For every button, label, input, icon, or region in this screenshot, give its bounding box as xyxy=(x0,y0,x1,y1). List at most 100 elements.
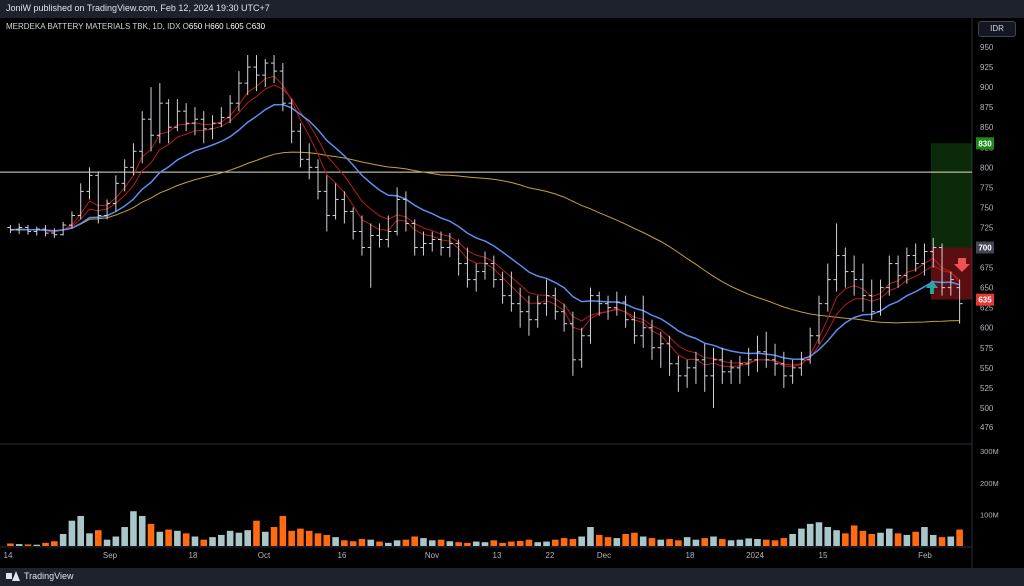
ohlc-bar xyxy=(877,279,884,316)
volume-bar xyxy=(710,536,717,546)
volume-bar xyxy=(261,531,269,546)
volume-bar xyxy=(938,537,946,546)
volume-bar xyxy=(323,534,331,546)
volume-bar xyxy=(525,539,533,546)
currency-button[interactable]: IDR xyxy=(978,21,1016,37)
ohlc-bar xyxy=(763,331,770,368)
volume-bar xyxy=(745,538,752,546)
time-tick-label: 14 xyxy=(4,551,13,560)
volume-bar xyxy=(191,536,199,546)
price-tick-label: 600 xyxy=(980,324,994,333)
ma-blue-line xyxy=(10,103,960,360)
ohlc-bar xyxy=(60,221,67,236)
volume-bar xyxy=(490,540,498,546)
volume-bars xyxy=(7,511,963,546)
ohlc-bar xyxy=(525,295,533,336)
entry-price-badge: 700 xyxy=(978,244,992,253)
ohlc-bar xyxy=(446,233,453,258)
ohlc-bar xyxy=(517,287,524,328)
ohlc-bar xyxy=(174,99,181,132)
time-tick-label: Dec xyxy=(597,551,611,560)
volume-bar xyxy=(859,530,867,546)
volume-bar xyxy=(253,520,260,546)
high-label: H xyxy=(204,22,211,31)
volume-bar xyxy=(428,540,436,546)
open-value: 650 xyxy=(188,22,203,31)
ohlc-bar xyxy=(420,231,427,256)
price-tick-label: 925 xyxy=(980,63,994,72)
close-label: C xyxy=(245,22,252,31)
ohlc-bar xyxy=(481,251,489,280)
ohlc-bars xyxy=(7,55,963,408)
ohlc-bar xyxy=(209,115,216,140)
chart-frame[interactable] xyxy=(0,18,1024,568)
ohlc-bar xyxy=(244,55,251,96)
ohlc-bar xyxy=(780,351,787,388)
symbol-name: MERDEKA BATTERY MATERIALS TBK, 1D, IDX xyxy=(6,22,181,31)
ema-slow-line xyxy=(10,84,960,366)
volume-bar xyxy=(42,542,49,546)
target-price-badge-bg xyxy=(976,137,994,150)
ohlc-bar xyxy=(604,295,612,320)
ohlc-bar xyxy=(165,99,172,144)
volume-bar xyxy=(297,528,304,546)
ohlc-bar xyxy=(807,327,814,364)
price-tick-label: 625 xyxy=(980,304,994,313)
volume-bar xyxy=(200,539,208,546)
symbol-legend[interactable]: MERDEKA BATTERY MATERIALS TBK, 1D, IDX O… xyxy=(6,22,265,31)
ohlc-bar xyxy=(613,291,620,316)
volume-bar xyxy=(499,542,506,546)
volume-bar xyxy=(683,537,691,546)
volume-bar xyxy=(235,532,243,546)
footer-bar: TradingView xyxy=(0,568,1024,586)
price-tick-label: 500 xyxy=(980,404,994,413)
ohlc-bar xyxy=(728,359,735,384)
ohlc-bar xyxy=(156,83,163,144)
price-tick-label: 750 xyxy=(980,203,994,212)
volume-bar xyxy=(437,539,445,546)
price-tick-label: 650 xyxy=(980,284,994,293)
ohlc-bar xyxy=(815,295,823,344)
volume-bar xyxy=(165,529,172,546)
ema-fast-line xyxy=(10,75,960,368)
volume-bar xyxy=(762,539,770,546)
ohlc-bar xyxy=(895,255,902,288)
volume-bar xyxy=(156,531,164,546)
volume-axis: 300M 200M 100M xyxy=(980,447,999,519)
volume-bar xyxy=(376,541,383,546)
ohlc-bar xyxy=(139,111,146,164)
volume-bar xyxy=(393,540,401,546)
volume-bar xyxy=(472,541,480,546)
ohlc-bar xyxy=(675,355,682,392)
volume-bar xyxy=(367,539,375,546)
ohlc-bar xyxy=(947,271,954,296)
time-tick-label: 15 xyxy=(819,551,828,560)
tradingview-logo[interactable]: TradingView xyxy=(6,571,74,581)
ohlc-bar xyxy=(701,343,708,392)
volume-bar xyxy=(270,527,278,546)
ohlc-bar xyxy=(376,223,383,248)
ohlc-bar xyxy=(859,263,867,312)
volume-bar xyxy=(68,520,76,546)
volume-bar xyxy=(903,534,911,546)
open-label: O xyxy=(182,22,189,31)
ohlc-bar xyxy=(710,347,717,408)
volume-bar xyxy=(121,527,128,546)
time-tick-label: Oct xyxy=(258,551,271,560)
volume-bar xyxy=(604,537,612,546)
ma-gold-line xyxy=(10,151,960,324)
ohlc-bar xyxy=(385,215,392,248)
ohlc-bar xyxy=(402,191,409,232)
volume-tick-label: 300M xyxy=(980,447,999,456)
volume-bar xyxy=(727,540,735,546)
ohlc-bar xyxy=(569,311,576,376)
ohlc-bar xyxy=(253,55,260,92)
ohlc-bar xyxy=(508,271,515,312)
low-value: 605 xyxy=(230,22,244,31)
ohlc-bar xyxy=(587,287,594,344)
ohlc-bar xyxy=(684,359,691,388)
ohlc-bar xyxy=(24,225,32,235)
ohlc-bar xyxy=(429,231,436,252)
volume-bar xyxy=(112,536,120,546)
